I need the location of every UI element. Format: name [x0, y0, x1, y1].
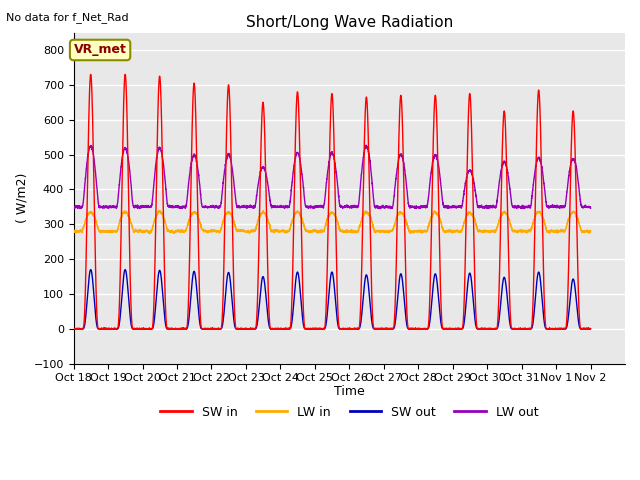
- SW in: [313, 326, 321, 332]
- LW out: [312, 204, 320, 210]
- Y-axis label: ( W/m2): ( W/m2): [15, 173, 28, 223]
- LW out: [587, 205, 595, 211]
- LW in: [477, 228, 485, 234]
- Legend: SW in, LW in, SW out, LW out: SW in, LW in, SW out, LW out: [156, 401, 543, 424]
- SW in: [70, 326, 77, 332]
- LW in: [419, 229, 427, 235]
- Text: No data for f_Net_Rad: No data for f_Net_Rad: [6, 12, 129, 23]
- LW in: [70, 227, 77, 233]
- LW out: [163, 194, 170, 200]
- SW out: [70, 326, 77, 332]
- SW out: [163, 325, 171, 331]
- LW in: [259, 208, 267, 214]
- SW in: [448, 326, 456, 332]
- SW out: [587, 326, 595, 332]
- LW in: [163, 225, 170, 231]
- LW out: [586, 204, 594, 210]
- SW in: [419, 326, 427, 332]
- SW in: [586, 326, 594, 332]
- LW in: [146, 231, 154, 237]
- LW out: [419, 204, 427, 209]
- LW out: [388, 205, 396, 211]
- Line: LW in: LW in: [74, 211, 591, 234]
- LW in: [313, 228, 321, 234]
- Text: VR_met: VR_met: [74, 44, 127, 57]
- Title: Short/Long Wave Radiation: Short/Long Wave Radiation: [246, 15, 453, 30]
- SW out: [477, 326, 485, 332]
- LW in: [586, 229, 594, 235]
- SW out: [586, 326, 594, 332]
- LW in: [448, 229, 456, 235]
- SW out: [313, 326, 321, 332]
- LW out: [448, 204, 456, 210]
- SW out: [121, 267, 129, 273]
- SW out: [419, 326, 427, 332]
- Line: SW in: SW in: [74, 74, 591, 329]
- LW out: [70, 205, 77, 211]
- Line: LW out: LW out: [74, 145, 591, 208]
- SW out: [70, 326, 78, 332]
- Line: SW out: SW out: [74, 270, 591, 329]
- LW out: [362, 142, 370, 148]
- X-axis label: Time: Time: [334, 385, 365, 398]
- SW in: [477, 326, 485, 332]
- LW in: [587, 228, 595, 233]
- SW in: [121, 72, 129, 77]
- SW in: [163, 324, 170, 330]
- LW out: [477, 204, 485, 210]
- SW in: [587, 326, 595, 332]
- SW out: [448, 326, 456, 332]
